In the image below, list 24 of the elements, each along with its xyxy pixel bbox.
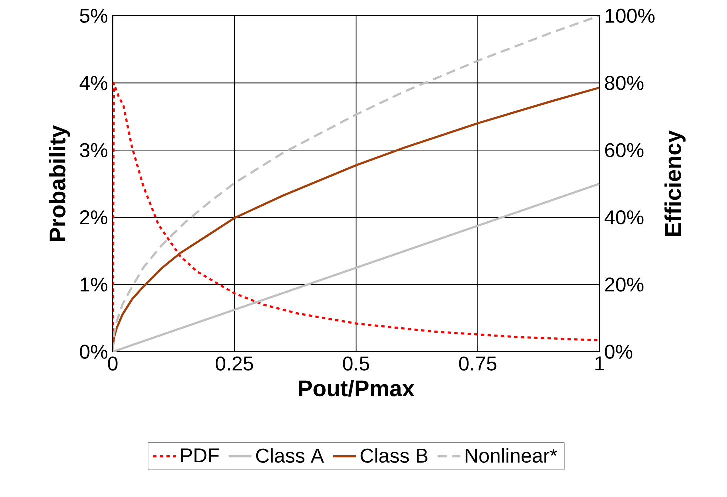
legend-label: PDF	[181, 448, 220, 462]
x-tick-label: 0.25	[216, 356, 254, 371]
y2-tick-label: 0%	[605, 344, 633, 360]
y-tick-label: 5%	[80, 8, 108, 24]
x-tick-label: 0	[108, 356, 118, 371]
y-tick-label: 2%	[80, 210, 108, 225]
y2-tick-label: 80%	[605, 76, 644, 90]
y2-tick-label: 100%	[606, 8, 655, 24]
y-tick-label: 0%	[80, 344, 108, 360]
legend-label: Class B	[360, 448, 428, 463]
y2-tick-label: 20%	[605, 278, 644, 292]
x-tick-label: 0.5	[343, 356, 370, 371]
legend-label: Nonlinear*	[466, 448, 558, 463]
y2-tick-label: 40%	[604, 210, 644, 225]
x-axis-title: Pout/Pmax	[299, 380, 415, 397]
y2-tick-label: 60%	[605, 143, 644, 158]
y-tick-label: 3%	[80, 143, 108, 158]
y2-axis-title: Efficiency	[664, 130, 686, 236]
x-tick-label: 1	[596, 356, 604, 370]
y-tick-label: 4%	[80, 76, 108, 90]
y-tick-label: 1%	[80, 278, 108, 292]
y-axis-title: Probability	[49, 126, 70, 242]
legend-label: Class A	[256, 448, 324, 463]
x-tick-label: 0.75	[459, 356, 497, 371]
